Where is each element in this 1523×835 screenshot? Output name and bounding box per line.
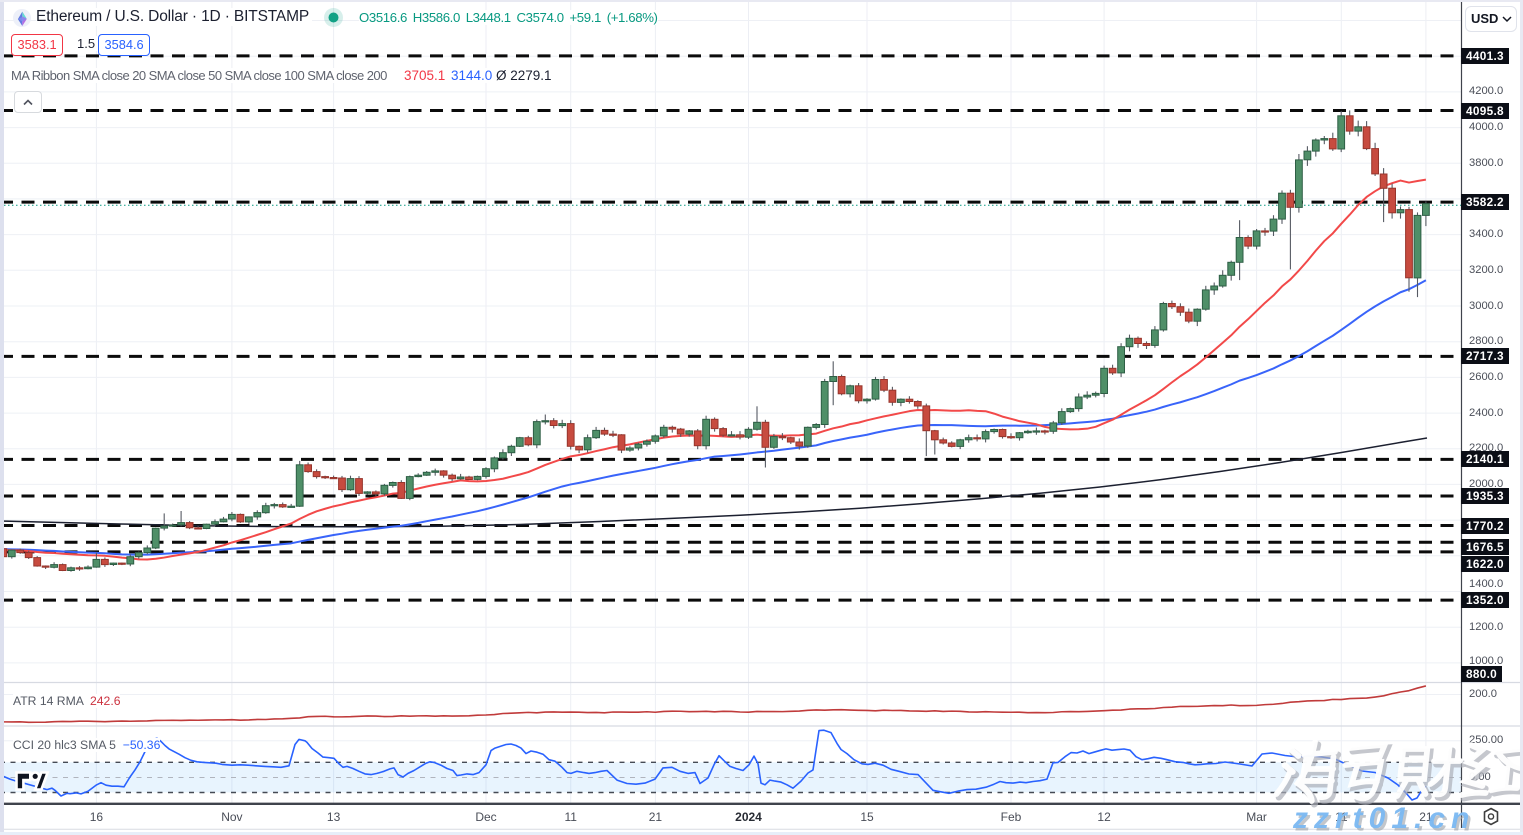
svg-text:zzrt01.cn: zzrt01.cn [1295,805,1478,835]
svg-text:zzrt01.cn: zzrt01.cn [1292,802,1475,835]
